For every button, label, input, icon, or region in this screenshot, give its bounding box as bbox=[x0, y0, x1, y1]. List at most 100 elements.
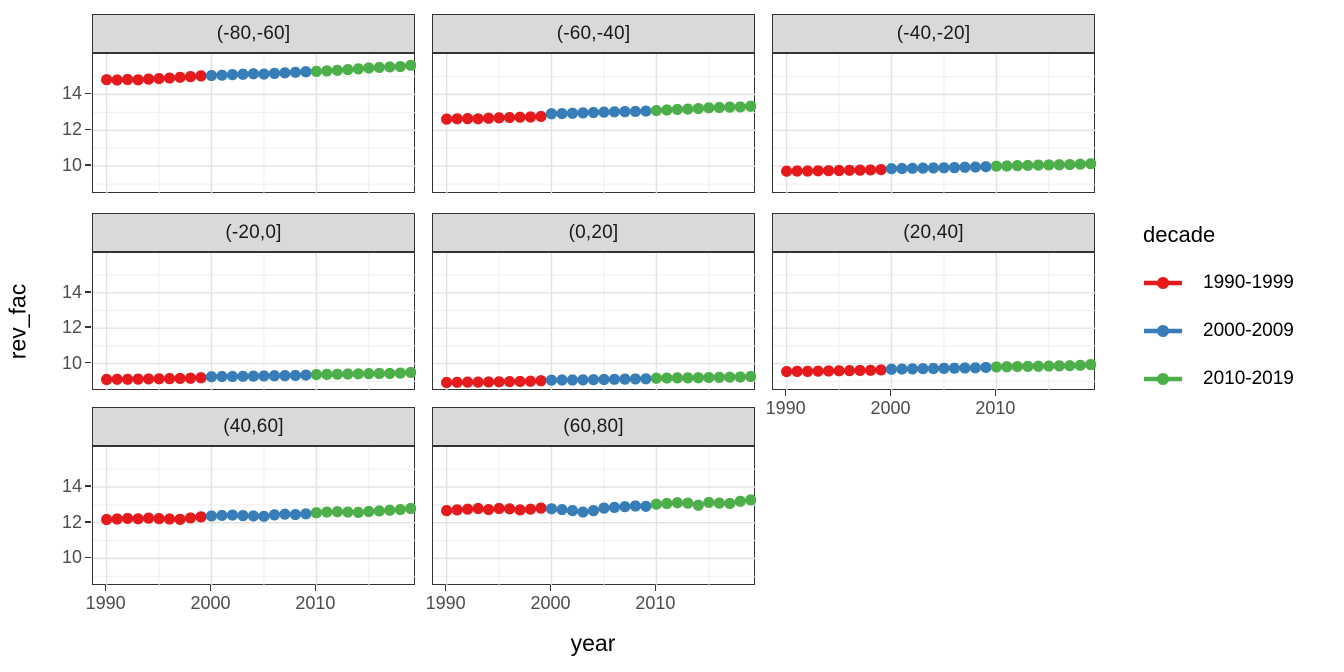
data-point bbox=[237, 510, 249, 522]
facet-strip-label: (-20,0] bbox=[92, 213, 415, 252]
facet-panel bbox=[432, 53, 756, 194]
data-point bbox=[153, 513, 165, 525]
facet: (0,20] bbox=[432, 213, 756, 391]
data-point bbox=[535, 502, 547, 514]
data-point bbox=[671, 497, 683, 509]
data-point bbox=[1001, 160, 1013, 172]
data-point bbox=[258, 510, 270, 522]
legend-entry-label: 2000-2009 bbox=[1203, 320, 1294, 341]
data-point bbox=[577, 374, 589, 386]
facet-plot-area bbox=[93, 54, 416, 194]
data-point bbox=[321, 65, 333, 77]
y-axis-tick bbox=[85, 128, 91, 131]
data-point bbox=[692, 102, 704, 115]
line-point-key-icon bbox=[1144, 325, 1182, 337]
data-point bbox=[524, 503, 537, 515]
x-axis-tick-label: 2000 bbox=[870, 398, 911, 418]
data-point bbox=[1011, 160, 1023, 172]
data-point bbox=[724, 101, 736, 113]
data-point bbox=[503, 503, 516, 515]
data-point bbox=[885, 363, 898, 375]
data-point bbox=[864, 364, 877, 376]
data-point bbox=[163, 513, 176, 525]
data-point bbox=[1053, 159, 1065, 171]
facet-strip-label: (60,80] bbox=[432, 407, 755, 446]
data-point bbox=[524, 375, 537, 387]
data-point bbox=[650, 104, 662, 117]
data-point bbox=[163, 373, 176, 385]
data-point bbox=[745, 370, 756, 383]
data-point bbox=[352, 506, 364, 519]
data-point bbox=[258, 68, 270, 80]
y-axis-tick bbox=[85, 361, 91, 364]
data-point bbox=[237, 68, 249, 80]
data-point bbox=[237, 370, 249, 382]
data-point bbox=[472, 376, 484, 388]
data-point bbox=[514, 111, 526, 123]
data-point bbox=[1032, 360, 1044, 372]
data-point bbox=[927, 362, 940, 375]
data-point bbox=[493, 502, 505, 515]
y-axis-tick bbox=[85, 92, 91, 95]
data-point bbox=[745, 494, 756, 506]
x-axis-tick-label: 2010 bbox=[295, 593, 336, 613]
data-point bbox=[566, 374, 579, 386]
data-point bbox=[352, 368, 364, 380]
data-point bbox=[598, 373, 610, 386]
data-point bbox=[545, 108, 558, 120]
facet: (-20,0] bbox=[92, 213, 416, 391]
data-point bbox=[671, 103, 683, 116]
data-point bbox=[535, 110, 547, 123]
data-point bbox=[843, 164, 856, 176]
facet: (20,40] bbox=[772, 213, 1096, 391]
data-point bbox=[608, 106, 621, 118]
data-point bbox=[258, 370, 270, 382]
data-point bbox=[948, 362, 961, 374]
data-point bbox=[300, 66, 312, 78]
facet-plot-area bbox=[93, 447, 416, 586]
data-point bbox=[384, 504, 396, 516]
x-axis-tick bbox=[654, 585, 657, 591]
data-point bbox=[661, 372, 673, 384]
data-point bbox=[153, 373, 165, 385]
facet-plot-area bbox=[433, 54, 756, 194]
data-point bbox=[111, 513, 123, 525]
data-point bbox=[174, 513, 186, 525]
data-point bbox=[577, 506, 589, 518]
data-point bbox=[111, 373, 123, 385]
data-point bbox=[142, 373, 155, 385]
y-axis-tick bbox=[85, 520, 91, 523]
data-point bbox=[938, 362, 950, 374]
data-point bbox=[959, 362, 971, 374]
facet-strip-label: (-80,-60] bbox=[92, 14, 415, 53]
facet-plot-area bbox=[93, 253, 416, 391]
x-axis-tick-label: 2010 bbox=[975, 398, 1016, 418]
facet-panel bbox=[772, 252, 1096, 391]
legend: decade 1990-1999 2000-2009 2010-2019 bbox=[1143, 222, 1343, 410]
legend-entries: 1990-1999 2000-2009 2010-2019 bbox=[1143, 266, 1343, 396]
facet-strip-label: (40,60] bbox=[92, 407, 415, 446]
data-point bbox=[843, 365, 856, 377]
line-point-key-icon bbox=[1144, 277, 1182, 289]
data-point bbox=[703, 371, 715, 384]
data-point bbox=[493, 376, 505, 388]
data-point bbox=[1043, 360, 1055, 372]
y-axis-tick-label: 12 bbox=[61, 119, 82, 140]
data-point bbox=[587, 374, 600, 386]
line-point-key-icon bbox=[1144, 373, 1182, 385]
data-point bbox=[122, 73, 134, 86]
y-axis-tick-label: 10 bbox=[61, 155, 82, 176]
data-point bbox=[101, 74, 113, 86]
data-point bbox=[629, 373, 641, 385]
data-point bbox=[142, 73, 155, 85]
data-point bbox=[566, 505, 579, 517]
data-point bbox=[1022, 159, 1034, 172]
data-point bbox=[482, 112, 495, 124]
data-point bbox=[132, 74, 144, 86]
data-point bbox=[226, 509, 239, 521]
data-point bbox=[310, 65, 322, 78]
data-point bbox=[373, 505, 385, 517]
legend-entry: 2010-2019 bbox=[1143, 362, 1343, 396]
facet-strip-label: (-40,-20] bbox=[772, 14, 1095, 53]
x-axis-tick bbox=[314, 585, 317, 591]
